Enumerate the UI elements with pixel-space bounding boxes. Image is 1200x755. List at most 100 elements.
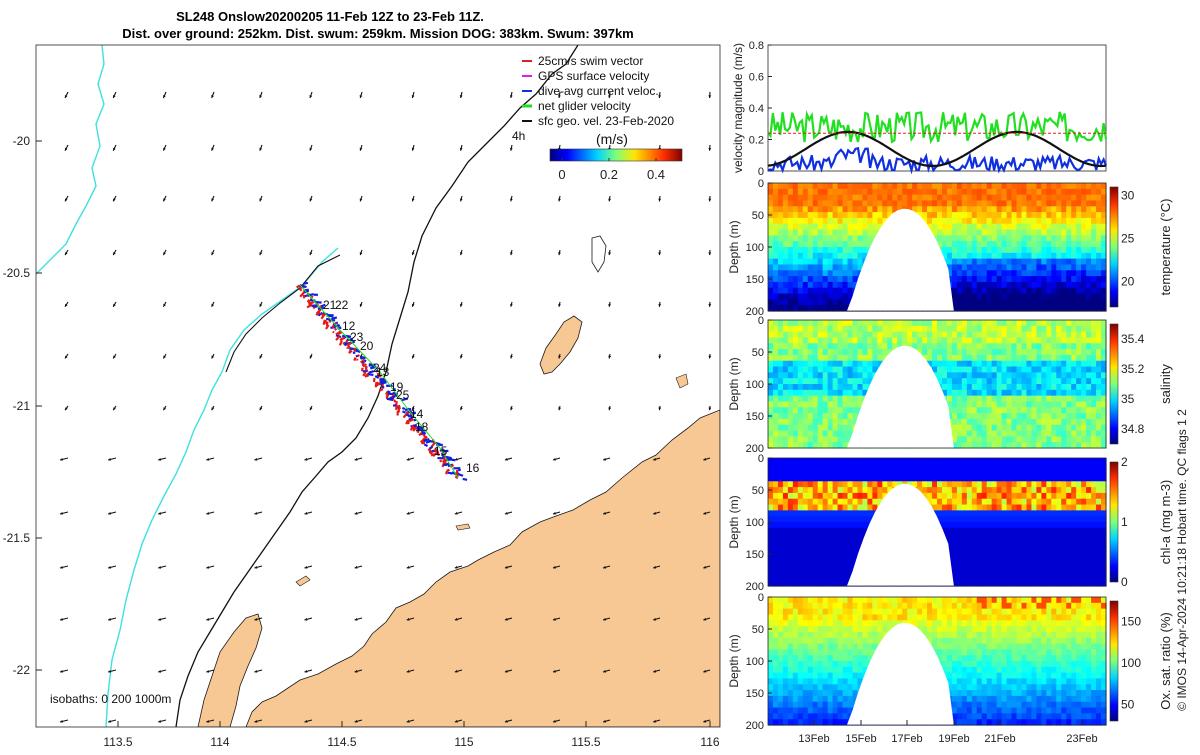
section-cell [798, 361, 804, 367]
section-cell [1056, 436, 1062, 442]
section-cell [1046, 378, 1052, 384]
section-cell [783, 522, 789, 528]
section-cell [967, 493, 973, 499]
section-cell [838, 384, 844, 390]
section-cell [838, 355, 844, 361]
section-cell [803, 557, 809, 563]
section-cell [977, 413, 983, 419]
section-cell [843, 436, 849, 442]
section-cell [922, 326, 928, 332]
section-cell [813, 183, 819, 189]
section-cell [1046, 337, 1052, 343]
section-cell [957, 574, 963, 580]
section-cell [982, 458, 988, 464]
section-cell [843, 563, 849, 569]
section-cell [1026, 235, 1032, 241]
section-cell [942, 510, 948, 516]
section-cell [823, 288, 829, 294]
section-cell [977, 493, 983, 499]
section-cell [952, 320, 958, 326]
section-cell [833, 557, 839, 563]
section-cell [848, 212, 854, 218]
section-cell [992, 206, 998, 212]
section-cell [768, 574, 774, 580]
section-cell [972, 436, 978, 442]
section-cell [1031, 224, 1037, 230]
section-cell [1017, 241, 1023, 247]
section-cell [798, 264, 804, 270]
section-cell [1076, 419, 1082, 425]
section-cell [902, 326, 908, 332]
section-cell [1002, 425, 1008, 431]
section-cell [957, 183, 963, 189]
section-cell [1022, 510, 1028, 516]
section-cell [967, 212, 973, 218]
section-cell [823, 505, 829, 511]
section-cell [1056, 431, 1062, 437]
section-cell [957, 475, 963, 481]
section-cell [1046, 247, 1052, 253]
section-cell [853, 528, 859, 534]
section-cell [1091, 349, 1097, 355]
section-cell [828, 189, 834, 195]
section-cell [1022, 241, 1028, 247]
section-cell [788, 200, 794, 206]
section-cell [992, 378, 998, 384]
section-cell [867, 372, 873, 378]
section-cell [1076, 337, 1082, 343]
section-cell [828, 332, 834, 338]
section-cell [857, 499, 863, 505]
section-cell [962, 264, 968, 270]
section-cell [828, 337, 834, 343]
section-cell [773, 355, 779, 361]
section-cell [862, 510, 868, 516]
section-cell [1071, 337, 1077, 343]
section-cell [997, 499, 1003, 505]
section-cell [1066, 372, 1072, 378]
section-cell [1012, 200, 1018, 206]
section-cell [992, 294, 998, 300]
section-cell [962, 200, 968, 206]
section-cell [803, 545, 809, 551]
section-cell [1066, 378, 1072, 384]
section-cell [823, 528, 829, 534]
section-cell [848, 487, 854, 493]
section-cell [823, 425, 829, 431]
section-cell [1017, 464, 1023, 470]
section-cell [773, 282, 779, 288]
section-cell [992, 493, 998, 499]
section-cell [912, 332, 918, 338]
section-cell [972, 569, 978, 575]
section-cell [793, 557, 799, 563]
section-cell [1022, 557, 1028, 563]
section-cell [1022, 230, 1028, 236]
section-cell [967, 183, 973, 189]
section-cell [778, 326, 784, 332]
section-cell [1046, 264, 1052, 270]
section-cell [803, 367, 809, 373]
section-cell [962, 361, 968, 367]
section-cell [952, 195, 958, 201]
section-cell [818, 431, 824, 437]
section-cell [1036, 401, 1042, 407]
section-cell [867, 470, 873, 476]
section-cell [1031, 218, 1037, 224]
section-cell [808, 183, 814, 189]
section-cell [778, 332, 784, 338]
section-cell [882, 464, 888, 470]
section-cell [1041, 264, 1047, 270]
section-cell [833, 253, 839, 259]
section-cell [1051, 343, 1057, 349]
section-cell [793, 264, 799, 270]
section-cell [1007, 401, 1013, 407]
section-cell [862, 499, 868, 505]
section-cell [872, 470, 878, 476]
section-cell [1036, 355, 1042, 361]
section-cell [1017, 270, 1023, 276]
section-cell [818, 470, 824, 476]
section-cell [1007, 534, 1013, 540]
section-cell [1081, 384, 1087, 390]
section-cell [967, 551, 973, 557]
section-cell [997, 487, 1003, 493]
section-cell [1051, 282, 1057, 288]
